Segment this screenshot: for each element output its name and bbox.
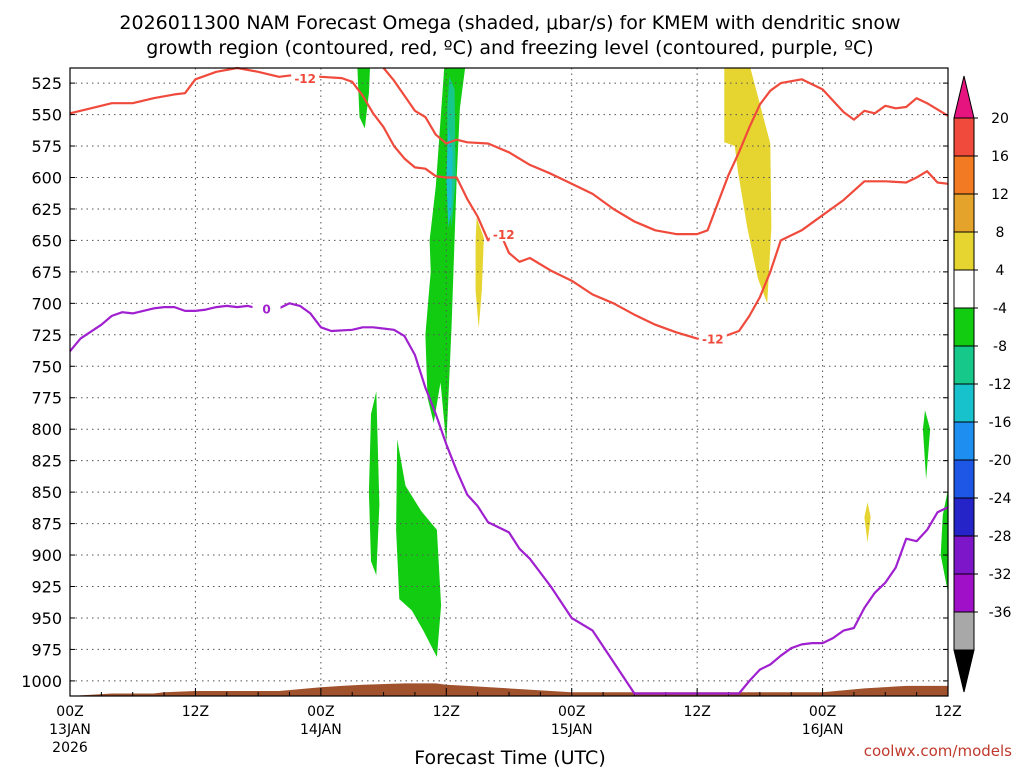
contour-label-bg xyxy=(698,330,727,346)
y-tick-label: 900 xyxy=(31,546,62,565)
colorbar: 20 16 12 8 4 -4 -8 -12 -16 -20 -24 -28 -32 -36 xyxy=(953,75,1012,693)
x-tick-date-label: 13JAN xyxy=(49,722,91,738)
x-tick-year-label: 2026 xyxy=(52,740,88,756)
x-tick-time-label: 00Z xyxy=(307,704,334,720)
x-tick-time-label: 12Z xyxy=(182,704,209,720)
contour-label-3: 0 xyxy=(262,302,270,316)
colorbar-swatch xyxy=(953,535,975,575)
omega-region-10 xyxy=(922,410,931,480)
x-tick-time-label: 00Z xyxy=(56,704,83,720)
colorbar-label: 16 xyxy=(991,149,1009,165)
y-tick-label: 850 xyxy=(31,483,62,502)
x-tick-date-label: 14JAN xyxy=(300,722,342,738)
colorbar-swatch xyxy=(953,573,975,613)
colorbar-label: -28 xyxy=(989,529,1012,545)
contour-label-bg xyxy=(291,70,320,86)
colorbar-swatch xyxy=(953,383,975,423)
y-tick-label: 725 xyxy=(31,326,62,345)
credit-text: coolwx.com/models xyxy=(864,742,1012,760)
contour-layer: -12 -12 -12 0 xyxy=(69,66,949,695)
x-axis-label: Forecast Time (UTC) xyxy=(414,747,605,768)
colorbar-swatch xyxy=(953,611,975,651)
chart-title-line-1: 2026011300 NAM Forecast Omega (shaded, μ… xyxy=(119,12,900,34)
colorbar-label: -20 xyxy=(989,453,1012,469)
x-tick-date-label: 15JAN xyxy=(551,722,593,738)
y-tick-label: 625 xyxy=(31,200,62,219)
y-tick-label: 950 xyxy=(31,609,62,628)
colorbar-bottom-triangle xyxy=(953,649,975,693)
colorbar-swatch xyxy=(953,421,975,461)
colorbar-label: -32 xyxy=(989,567,1012,583)
y-tick-label: 525 xyxy=(31,74,62,93)
y-tick-label: 1000 xyxy=(21,672,62,691)
contour-label-2: -12 xyxy=(702,333,724,347)
grid-layer xyxy=(69,68,949,696)
omega-region-5 xyxy=(368,391,380,576)
colorbar-label: -4 xyxy=(993,301,1007,317)
y-tick-label: 925 xyxy=(31,578,62,597)
x-tick-time-label: 00Z xyxy=(558,704,585,720)
y-tick-label: 550 xyxy=(31,106,62,125)
colorbar-label: 20 xyxy=(991,111,1009,127)
y-tick-label: 575 xyxy=(31,137,62,156)
colorbar-label: 12 xyxy=(991,187,1009,203)
colorbar-label: 8 xyxy=(996,225,1005,241)
contour-label-bg xyxy=(252,300,281,316)
colorbar-swatch xyxy=(953,193,975,233)
colorbar-top-triangle xyxy=(953,75,975,119)
contour-label-1: -12 xyxy=(493,228,515,242)
x-tick-time-label: 12Z xyxy=(934,704,961,720)
x-tick-time-label: 12Z xyxy=(433,704,460,720)
colorbar-swatch xyxy=(953,459,975,499)
y-tick-label: 600 xyxy=(31,168,62,187)
colorbar-swatch xyxy=(953,155,975,195)
y-tick-label: 800 xyxy=(31,420,62,439)
colorbar-swatch xyxy=(953,269,975,309)
colorbar-label: -8 xyxy=(993,339,1007,355)
y-tick-label: 700 xyxy=(31,294,62,313)
contour-line-1 xyxy=(382,67,949,236)
colorbar-label: -16 xyxy=(989,415,1012,431)
y-tick-label: 650 xyxy=(31,231,62,250)
contour-label-bg xyxy=(489,226,518,242)
omega-region-8 xyxy=(724,68,772,304)
x-tick-date-label: 16JAN xyxy=(802,722,844,738)
omega-shading-layer xyxy=(357,68,948,657)
colorbar-swatch xyxy=(953,497,975,537)
y-tick-label: 875 xyxy=(31,515,62,534)
colorbar-swatch xyxy=(953,231,975,271)
omega-region-11 xyxy=(940,489,948,593)
chart-title-line-2: growth region (contoured, red, ºC) and f… xyxy=(146,37,873,59)
contour-line-0 xyxy=(69,66,949,340)
contour-label-0: -12 xyxy=(294,72,316,86)
x-tick-time-label: 00Z xyxy=(809,704,836,720)
colorbar-swatch xyxy=(953,307,975,347)
colorbar-label: 4 xyxy=(996,263,1005,279)
x-tick-time-label: 12Z xyxy=(683,704,710,720)
contour-line-2 xyxy=(69,302,949,695)
plot-frame xyxy=(69,67,949,697)
y-tick-label: 975 xyxy=(31,640,62,659)
colorbar-swatch xyxy=(953,117,975,157)
axis-layer: 525 550 575 600 625 650 675 700 725 750 775 800 825 8… xyxy=(21,74,961,756)
omega-region-4 xyxy=(425,240,442,423)
omega-region-7 xyxy=(475,217,484,329)
colorbar-label: -24 xyxy=(989,491,1012,507)
y-tick-label: 675 xyxy=(31,263,62,282)
y-tick-label: 825 xyxy=(31,452,62,471)
y-tick-label: 775 xyxy=(31,389,62,408)
colorbar-label: -12 xyxy=(989,377,1012,393)
colorbar-label: -36 xyxy=(989,605,1012,621)
omega-region-6 xyxy=(396,439,442,657)
omega-region-9 xyxy=(864,502,871,543)
colorbar-swatch xyxy=(953,345,975,385)
y-tick-label: 750 xyxy=(31,357,62,376)
